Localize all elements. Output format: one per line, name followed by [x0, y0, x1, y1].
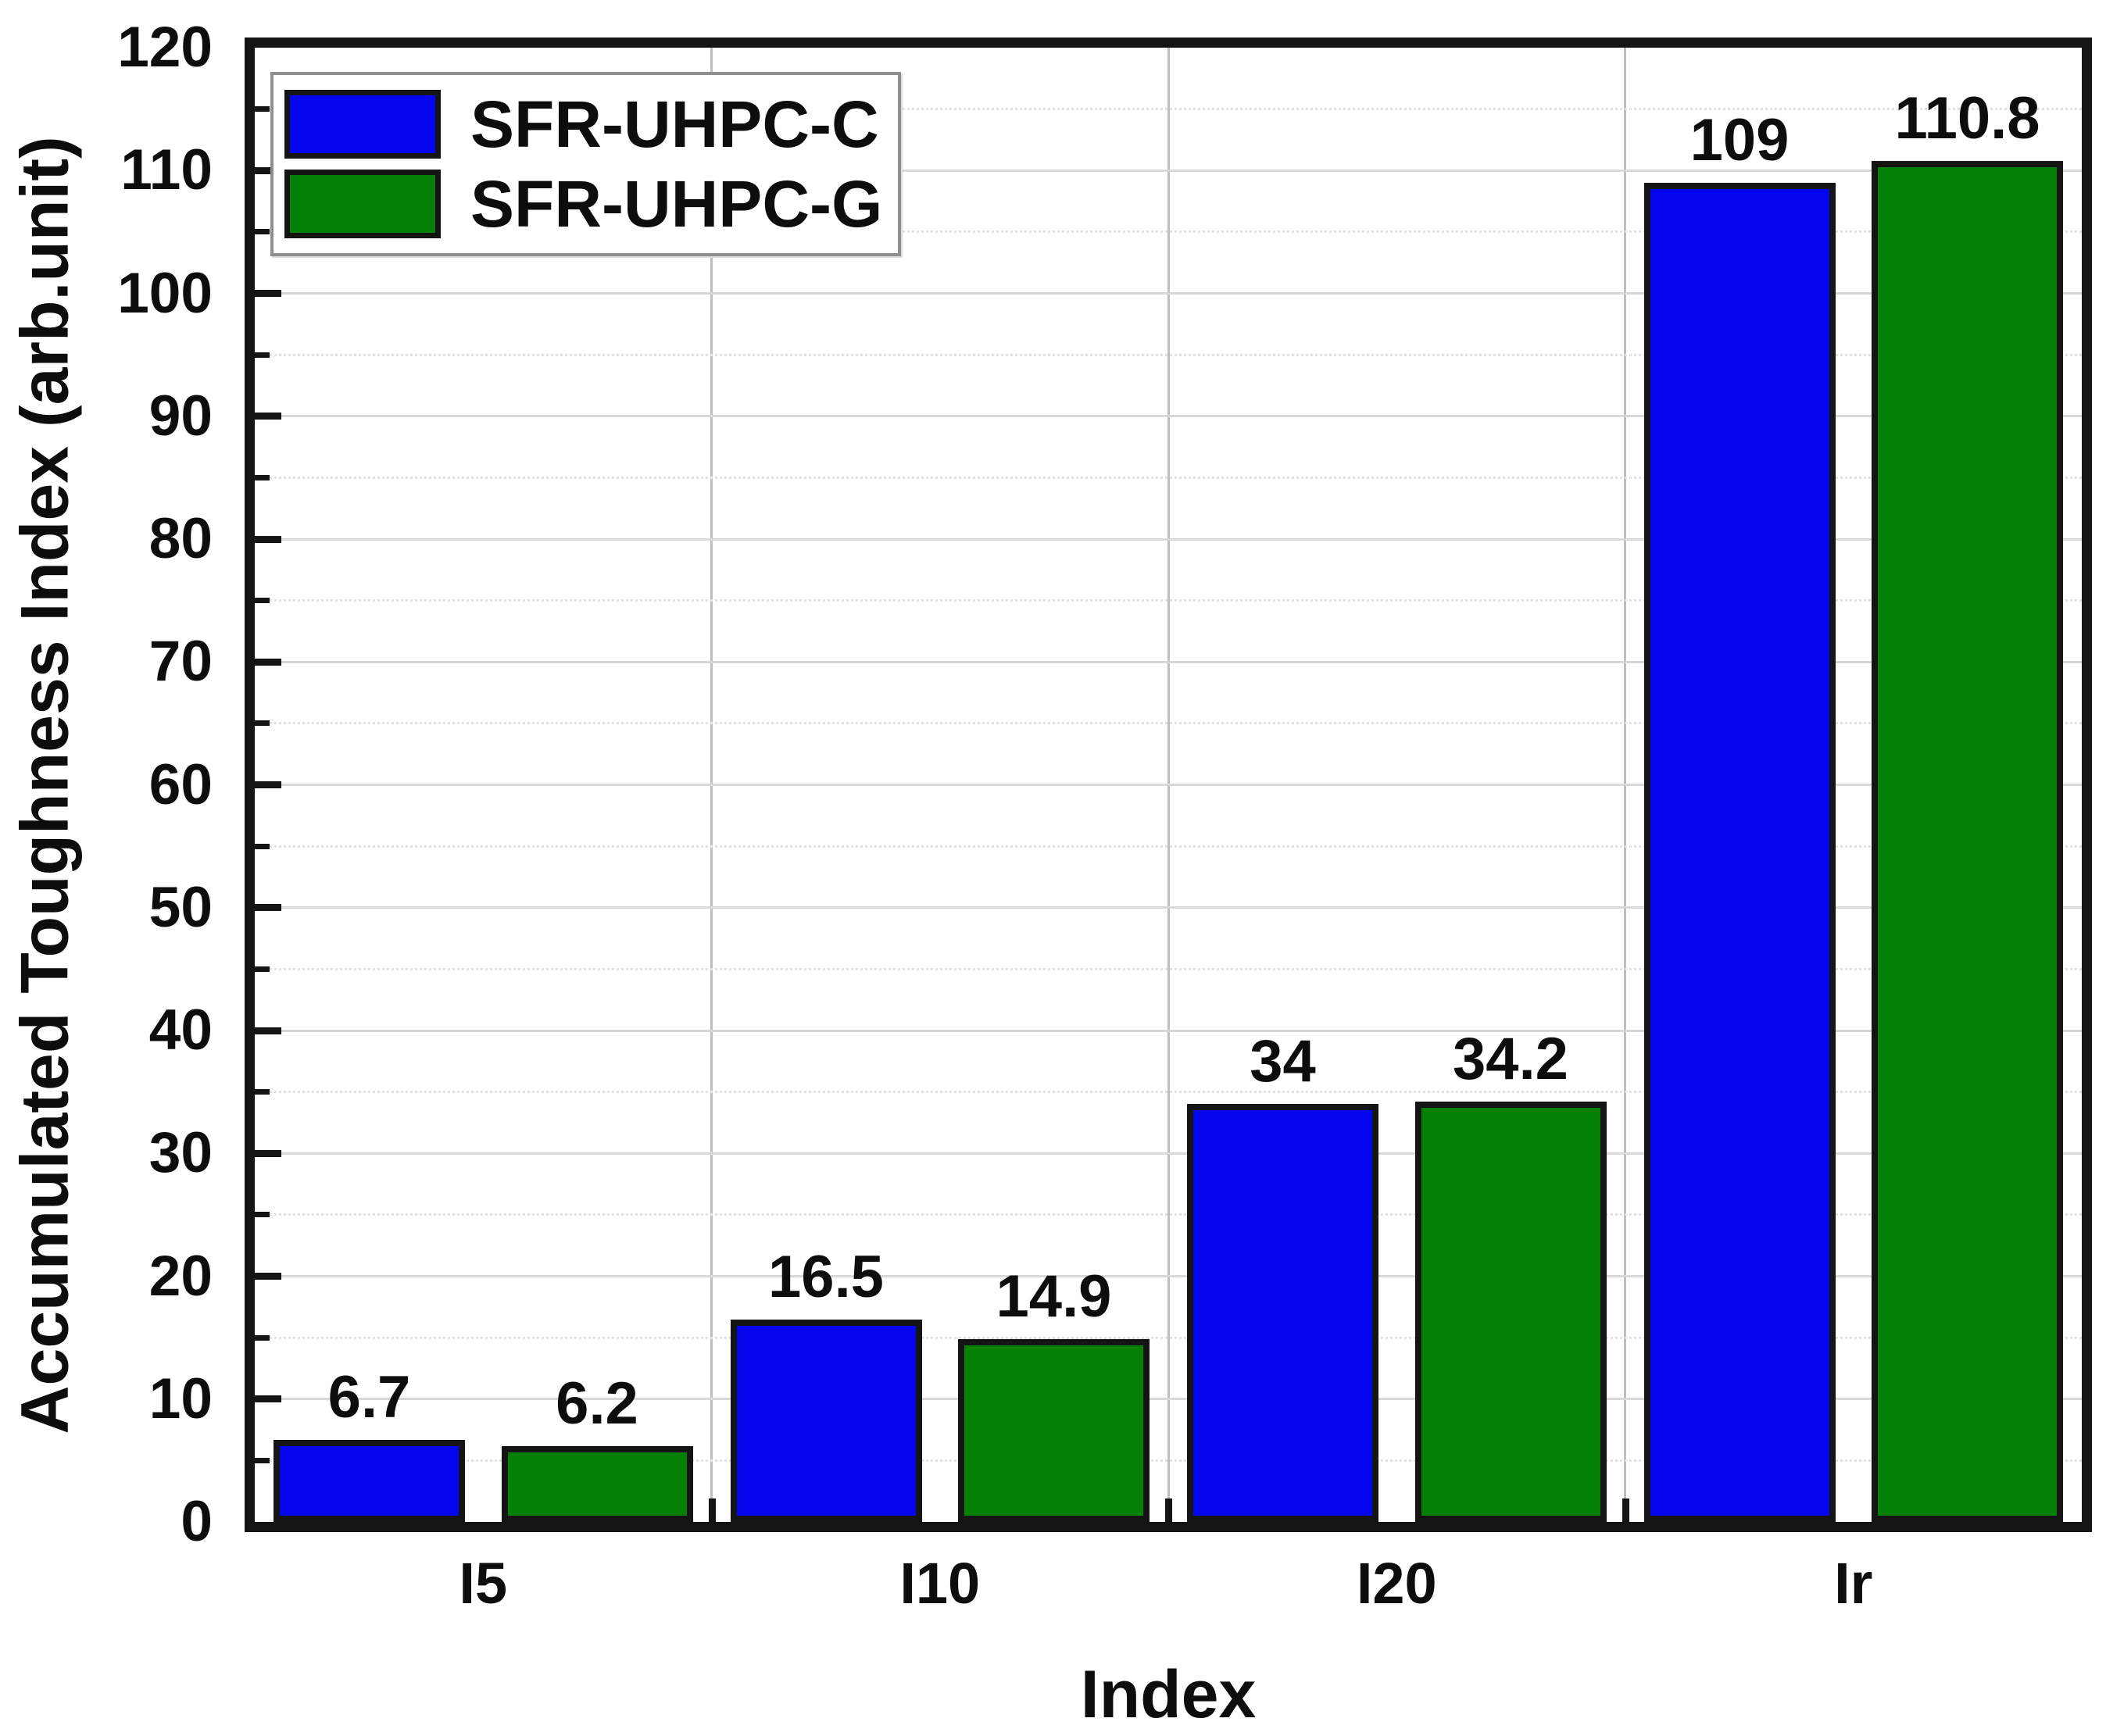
major-gridline: [255, 169, 2082, 172]
y-tick-label: 30: [148, 1121, 213, 1185]
minor-gridline: [255, 967, 2082, 970]
y-axis-major-tick: [255, 1273, 281, 1280]
bar-value-label: 110.8: [1894, 84, 2040, 152]
y-axis-major-tick: [255, 904, 281, 912]
bar-value-label: 6.7: [327, 1363, 411, 1431]
major-gridline: [255, 1152, 2082, 1155]
y-tick-label: 40: [148, 998, 213, 1062]
legend-label: SFR-UHPC-G: [470, 167, 883, 241]
bar-SFR-UHPC-G-I10: [958, 1338, 1150, 1522]
bar-value-label: 16.5: [768, 1243, 884, 1310]
x-axis-tick: [1165, 1498, 1172, 1522]
legend-swatch-icon: [284, 90, 441, 159]
y-axis-minor-tick: [255, 843, 270, 849]
y-tick-label: 120: [117, 16, 213, 79]
minor-gridline: [255, 1091, 2082, 1094]
major-gridline: [255, 660, 2082, 663]
x-category-label: I20: [1356, 1551, 1437, 1616]
minor-gridline: [255, 599, 2082, 602]
minor-gridline: [255, 353, 2082, 356]
y-tick-label: 80: [148, 507, 213, 570]
major-gridline: [255, 415, 2082, 418]
x-category-label: Ir: [1834, 1551, 1873, 1616]
legend-swatch-icon: [284, 170, 441, 238]
legend-label: SFR-UHPC-C: [470, 88, 879, 161]
y-tick-label: 90: [148, 384, 213, 448]
y-axis-major-tick: [255, 1027, 281, 1034]
y-axis-minor-tick: [255, 106, 270, 113]
bar-value-label: 6.2: [556, 1370, 638, 1437]
major-gridline: [255, 1398, 2082, 1401]
y-axis-minor-tick: [255, 1334, 270, 1341]
y-axis-major-tick: [255, 1149, 281, 1157]
x-category-label: I5: [459, 1551, 508, 1616]
y-axis-major-tick: [255, 413, 281, 420]
bar-SFR-UHPC-C-Ir: [1643, 182, 1836, 1522]
y-axis-major-tick: [255, 166, 281, 174]
bar-SFR-UHPC-G-I20: [1414, 1102, 1607, 1522]
y-tick-label: 100: [117, 261, 213, 325]
legend-row: SFR-UHPC-G: [284, 164, 882, 244]
y-tick-label: 50: [148, 875, 213, 939]
y-axis-major-tick: [255, 535, 281, 543]
y-axis-minor-tick: [255, 1212, 270, 1218]
y-axis-minor-tick: [255, 720, 270, 727]
bar-SFR-UHPC-C-I20: [1187, 1104, 1378, 1522]
legend-row: SFR-UHPC-C: [284, 84, 882, 164]
bar-value-label: 14.9: [996, 1263, 1112, 1330]
bar-value-label: 109: [1689, 106, 1790, 173]
y-axis-minor-tick: [255, 229, 270, 235]
major-gridline: [255, 1275, 2082, 1277]
bar-SFR-UHPC-C-I5: [274, 1439, 465, 1522]
y-axis-minor-tick: [255, 966, 270, 972]
minor-gridline: [255, 845, 2082, 848]
y-axis-minor-tick: [255, 1457, 270, 1463]
major-gridline: [255, 292, 2082, 295]
major-gridline: [255, 1029, 2082, 1032]
y-axis-major-tick: [255, 781, 281, 788]
minor-gridline: [255, 722, 2082, 725]
y-tick-label: 110: [120, 138, 213, 202]
y-tick-label: 20: [148, 1244, 213, 1308]
y-axis-major-tick: [255, 1395, 281, 1403]
x-axis-title: Index: [1080, 1657, 1257, 1732]
x-axis-tick: [708, 1498, 716, 1522]
bar-SFR-UHPC-G-Ir: [1872, 160, 2063, 1522]
y-axis-minor-tick: [255, 598, 270, 604]
y-axis-minor-tick: [255, 352, 270, 358]
minor-gridline: [255, 476, 2082, 479]
y-axis-minor-tick: [255, 474, 270, 480]
y-tick-label: 70: [148, 630, 213, 694]
bar-value-label: 34.2: [1453, 1026, 1568, 1093]
major-gridline: [255, 538, 2082, 541]
minor-gridline: [255, 1459, 2082, 1462]
y-tick-label: 60: [148, 752, 213, 816]
bar-value-label: 34: [1250, 1028, 1316, 1095]
minor-gridline: [255, 108, 2082, 111]
major-gridline: [255, 906, 2082, 909]
y-tick-label: 0: [181, 1490, 213, 1553]
x-category-label: I10: [899, 1551, 981, 1616]
bar-SFR-UHPC-C-I10: [730, 1319, 922, 1522]
y-axis-minor-tick: [255, 1089, 270, 1095]
major-gridline: [255, 784, 2082, 786]
legend: SFR-UHPC-C SFR-UHPC-G: [270, 72, 902, 256]
minor-gridline: [255, 1336, 2082, 1339]
minor-gridline: [255, 1213, 2082, 1216]
minor-gridline: [255, 230, 2082, 234]
y-tick-label: 10: [148, 1366, 213, 1431]
x-axis-tick: [1622, 1498, 1629, 1522]
y-axis-major-tick: [255, 658, 281, 666]
y-axis-major-tick: [255, 290, 281, 297]
bar-SFR-UHPC-G-I5: [501, 1445, 693, 1522]
